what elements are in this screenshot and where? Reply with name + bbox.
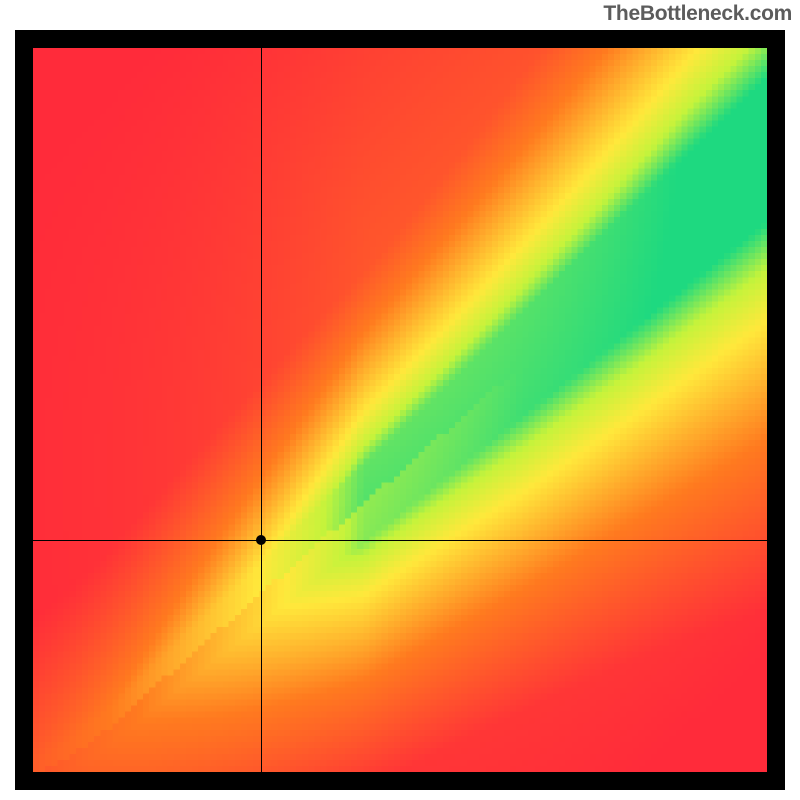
crosshair-vertical bbox=[261, 48, 262, 772]
heatmap-canvas bbox=[33, 48, 767, 772]
plot-area bbox=[33, 48, 767, 772]
chart-container: TheBottleneck.com bbox=[0, 0, 800, 800]
watermark-text: TheBottleneck.com bbox=[603, 2, 792, 26]
intersection-marker bbox=[256, 535, 266, 545]
crosshair-horizontal bbox=[33, 540, 767, 541]
plot-outer-frame bbox=[15, 30, 785, 790]
